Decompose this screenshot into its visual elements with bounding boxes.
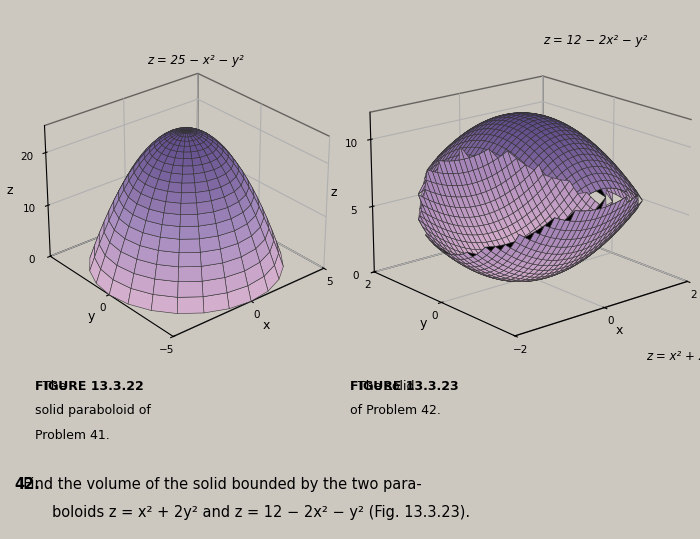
X-axis label: x: x [616, 324, 623, 337]
Text: Problem 41.: Problem 41. [35, 429, 110, 441]
Y-axis label: y: y [420, 317, 427, 330]
Text: z = 25 − x² − y²: z = 25 − x² − y² [147, 54, 244, 67]
Text: The: The [35, 380, 66, 393]
Y-axis label: y: y [88, 310, 95, 323]
Text: 42.: 42. [14, 477, 40, 492]
Text: boloids z = x² + 2y² and z = 12 − 2x² − y² (Fig. 13.3.23).: boloids z = x² + 2y² and z = 12 − 2x² − … [52, 505, 470, 520]
Text: FIGURE 13.3.23: FIGURE 13.3.23 [350, 380, 458, 393]
Text: The solid: The solid [350, 380, 414, 393]
Text: solid paraboloid of: solid paraboloid of [35, 404, 151, 417]
Text: z = x² + 2y²: z = x² + 2y² [645, 350, 700, 363]
Text: of Problem 42.: of Problem 42. [350, 404, 441, 417]
Text: Find the volume of the solid bounded by the two para-: Find the volume of the solid bounded by … [14, 477, 421, 492]
Text: z = 12 − 2x² − y²: z = 12 − 2x² − y² [543, 34, 648, 47]
Text: FIGURE 13.3.22: FIGURE 13.3.22 [35, 380, 144, 393]
X-axis label: x: x [262, 319, 270, 331]
